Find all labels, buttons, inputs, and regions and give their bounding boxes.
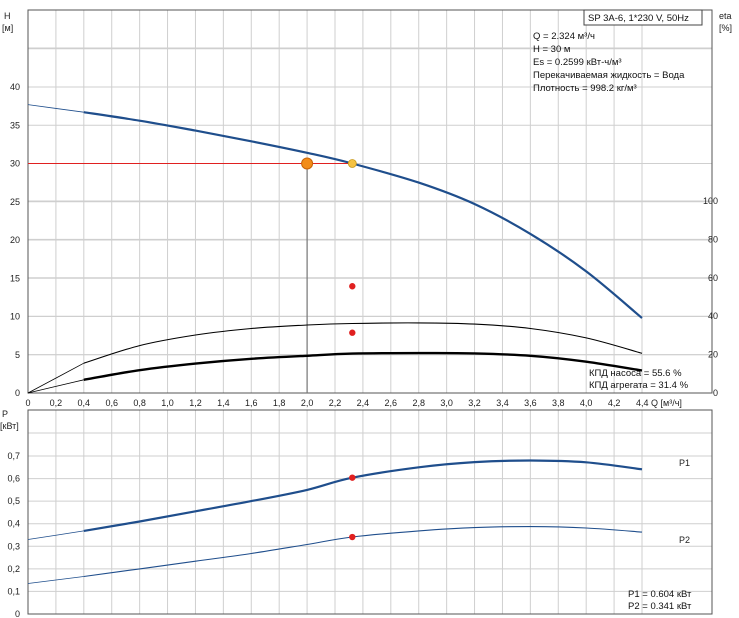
x-tick-label: 0,8 (133, 398, 146, 408)
power-tick-label: 0,3 (7, 541, 20, 551)
top-series (27, 104, 643, 394)
info-line: Q = 2.324 м³/ч (533, 31, 595, 42)
x-tick-label: 1,0 (161, 398, 174, 408)
y2-tick-label: 60 (708, 273, 718, 283)
pump-efficiency-curve-extrapolated (27, 362, 84, 394)
chart-title: SP 3A-6, 1*230 V, 50Hz (588, 13, 689, 24)
power-axis-unit: [кВт] (0, 421, 19, 431)
x-tick-label: 3,0 (440, 398, 453, 408)
y-tick-label: 30 (10, 159, 20, 169)
y2-tick-label: 20 (708, 350, 718, 360)
p1-marker (349, 474, 356, 481)
top-plot-frame (27, 9, 713, 394)
pump-efficiency-marker (349, 283, 356, 290)
y2-tick-label: 0 (713, 388, 718, 398)
x-tick-label: 4,4 Q [м³/ч] (636, 398, 682, 408)
pump-efficiency-curve (83, 322, 643, 364)
y-tick-label: 0 (15, 388, 20, 398)
power-tick-label: 0,6 (7, 474, 20, 484)
y-tick-label: 5 (15, 350, 20, 360)
y2-tick-label: 40 (708, 311, 718, 321)
x-tick-label: 1,6 (245, 398, 258, 408)
x-tick-label: 3,8 (552, 398, 565, 408)
power-line: P2 = 0.341 кВт (628, 601, 692, 612)
info-block: Q = 2.324 м³/ч H = 30 м Es = 0.2599 кВт-ч/… (533, 31, 685, 94)
y-axis-unit: [м] (2, 23, 13, 33)
operating-point (347, 159, 357, 168)
x-tick-label: 1,4 (217, 398, 230, 408)
y2-axis-unit: [%] (719, 23, 732, 33)
p2-curve-extrapolated (27, 576, 84, 584)
x-tick-label: 2,8 (412, 398, 425, 408)
x-tick-label: 1,2 (189, 398, 202, 408)
y-tick-label: 15 (10, 273, 20, 283)
p1-curve-extrapolated (27, 530, 84, 540)
required-duty-point (301, 157, 314, 170)
efficiency-block: КПД насоса = 55.6 %КПД агрегата = 31.4 % (589, 368, 689, 391)
bottom-grid (27, 410, 712, 615)
y2-axis-title: eta (719, 11, 732, 21)
efficiency-line: КПД насоса = 55.6 % (589, 368, 682, 379)
bottom-plot-frame (27, 409, 713, 615)
y-tick-label: 10 (10, 312, 20, 322)
p1-series-label: P1 (679, 458, 690, 468)
power-tick-label: 0,4 (7, 519, 20, 529)
info-line: Перекачиваемая жидкость = Вода (533, 70, 685, 81)
x-tick-label: 2,0 (301, 398, 314, 408)
info-line: Es = 0.2599 кВт-ч/м³ (533, 57, 622, 68)
x-tick-label: 2,6 (385, 398, 398, 408)
info-line: Плотность = 998.2 кг/м³ (533, 83, 637, 94)
unit-efficiency-marker (349, 329, 356, 336)
x-tick-label: 1,8 (273, 398, 286, 408)
y2-tick-label: 80 (708, 234, 718, 244)
x-tick-label: 3,4 (496, 398, 509, 408)
x-tick-label: 3,2 (468, 398, 481, 408)
x-tick-label: 4,2 (608, 398, 621, 408)
x-tick-label: 4,0 (580, 398, 593, 408)
head-curve-extrapolated (27, 104, 84, 113)
p2-series-label: P2 (679, 535, 690, 545)
top-ticks: 0 0,2 0,4 0,6 0,8 1,0 1,2 1,4 1,6 1,8 2,0 2,2 2,4 2,6… (10, 82, 718, 408)
y-tick-label: 20 (10, 235, 20, 245)
x-tick-label: 0,2 (50, 398, 63, 408)
power-tick-label: 0,1 (7, 586, 20, 596)
y-tick-label: 25 (10, 197, 20, 207)
bottom-ticks: 0 0,1 0,2 0,3 0,4 0,5 0,6 0,7 (7, 451, 20, 618)
y-axis-title: H (4, 11, 11, 21)
power-tick-label: 0,5 (7, 496, 20, 506)
y-tick-label: 40 (10, 82, 20, 92)
p2-marker (349, 533, 356, 541)
x-tick-label: 0,4 (78, 398, 91, 408)
x-tick-label: 0 (25, 398, 30, 408)
top-grid (27, 10, 712, 394)
power-axis-title: P (2, 409, 8, 419)
x-tick-label: 3,6 (524, 398, 537, 408)
unit-efficiency-curve-extrapolated (27, 379, 84, 394)
y-tick-label: 35 (10, 120, 20, 130)
power-tick-label: 0,7 (7, 451, 20, 461)
x-tick-label: 0,6 (105, 398, 118, 408)
power-tick-label: 0 (15, 609, 20, 618)
title-box (583, 9, 703, 26)
efficiency-line: КПД агрегата = 31.4 % (589, 380, 689, 391)
x-tick-label: 2,4 (357, 398, 370, 408)
power-tick-label: 0,2 (7, 564, 20, 574)
power-line: P1 = 0.604 кВт (628, 589, 692, 600)
y2-tick-label: 100 (703, 196, 718, 206)
info-line: H = 30 м (533, 44, 570, 55)
unit-efficiency-curve (83, 351, 643, 381)
bottom-series (27, 459, 643, 584)
x-tick-label: 2,2 (329, 398, 342, 408)
